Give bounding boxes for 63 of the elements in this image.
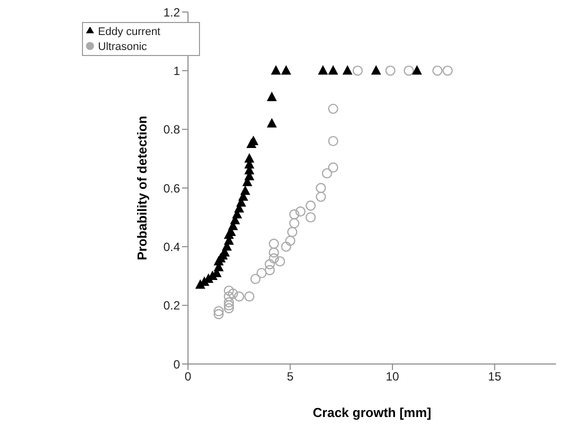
- y-tick-label: 0.6: [163, 181, 180, 196]
- point: [385, 66, 396, 76]
- point: [404, 66, 414, 76]
- point: [352, 66, 363, 76]
- x-tick-label: 10: [386, 370, 400, 384]
- y-axis-title: Probability of detection: [134, 116, 150, 260]
- point: [214, 306, 224, 316]
- x-tick-label: 0: [184, 370, 192, 384]
- point: [322, 168, 332, 178]
- y-tick-label: 1: [173, 64, 180, 78]
- point: [234, 291, 244, 302]
- point: [432, 66, 443, 76]
- point: [328, 162, 338, 173]
- point: [256, 268, 267, 278]
- point: [281, 65, 292, 75]
- point: [264, 265, 275, 276]
- point: [228, 288, 238, 299]
- point: [285, 236, 296, 246]
- point: [316, 182, 326, 194]
- legend-label: Ultrasonic: [98, 41, 147, 53]
- point: [266, 92, 277, 102]
- point: [264, 259, 275, 270]
- point: [328, 136, 338, 146]
- y-tick-label: 1.2: [163, 5, 180, 20]
- y-tick-label: 0.4: [163, 240, 180, 254]
- point: [268, 247, 279, 258]
- point: [295, 206, 306, 217]
- point: [328, 65, 338, 75]
- point: [316, 192, 326, 202]
- point: [268, 238, 279, 249]
- point: [306, 212, 316, 222]
- point: [274, 256, 286, 266]
- point: [268, 253, 279, 264]
- point: [328, 104, 338, 114]
- point: [270, 65, 281, 75]
- x-tick-label: 5: [286, 370, 294, 384]
- point: [224, 300, 234, 310]
- point: [371, 65, 382, 75]
- point: [306, 200, 316, 211]
- y-tick-label: 0.2: [163, 298, 180, 313]
- point: [244, 153, 254, 163]
- point: [214, 309, 224, 320]
- point: [244, 291, 254, 302]
- point: [412, 65, 422, 75]
- point: [224, 291, 234, 302]
- point: [224, 303, 234, 314]
- x-tick-label: 15: [488, 370, 502, 384]
- point: [281, 242, 292, 252]
- legend-label: Eddy current: [98, 26, 160, 38]
- point: [250, 274, 261, 284]
- point: [442, 66, 453, 76]
- point: [342, 65, 352, 75]
- point: [289, 209, 300, 220]
- y-tick-label: 0: [173, 357, 180, 372]
- point: [224, 297, 234, 308]
- x-axis-title: Crack growth [mm]: [312, 405, 432, 420]
- point: [289, 218, 300, 228]
- point: [287, 226, 298, 238]
- point: [224, 286, 234, 296]
- point: [266, 118, 277, 128]
- y-tick-label: 0.8: [163, 122, 180, 137]
- point: [318, 65, 328, 75]
- point: [240, 185, 250, 195]
